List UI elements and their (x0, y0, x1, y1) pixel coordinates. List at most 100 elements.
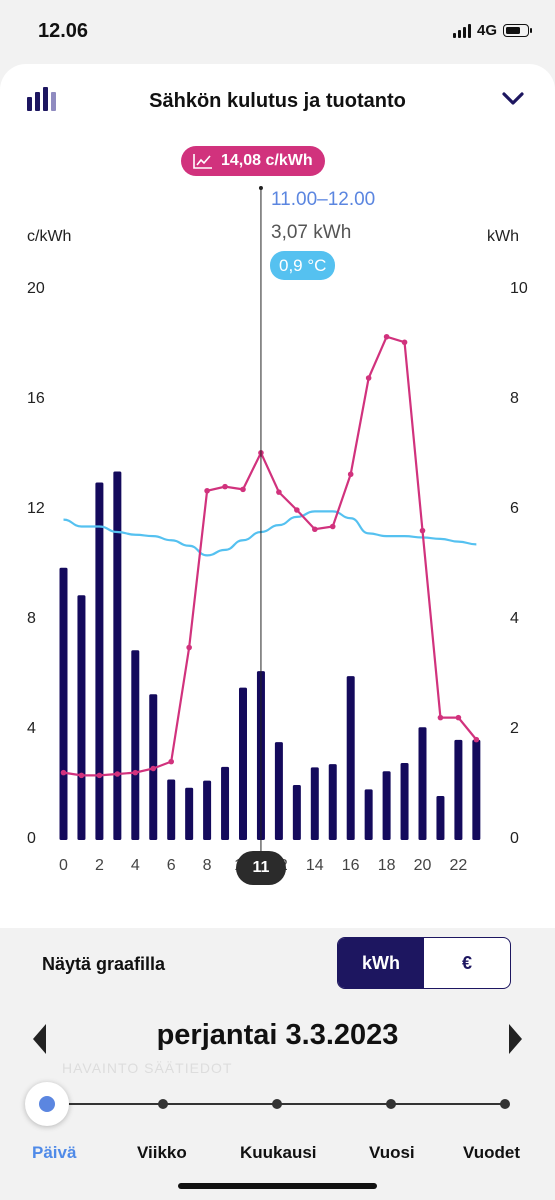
trend-icon (193, 154, 212, 169)
left-axis-tick: 0 (27, 830, 36, 847)
consumption-bar (167, 779, 176, 840)
consumption-bar (131, 650, 140, 840)
left-axis-tick: 12 (27, 500, 45, 517)
price-point (132, 769, 139, 776)
x-axis-tick: 8 (202, 857, 212, 874)
price-point (222, 483, 228, 490)
x-axis-tick: 4 (130, 857, 140, 874)
price-point (473, 736, 480, 743)
consumption-bar (239, 687, 247, 840)
bar-chart-icon[interactable] (27, 87, 56, 111)
consumption-bar (454, 739, 463, 840)
consumption-bar (346, 676, 355, 840)
temperature-line (63, 510, 477, 557)
price-point (168, 758, 174, 765)
right-axis-tick: 0 (510, 830, 519, 847)
price-point (78, 772, 85, 779)
slider-stop[interactable] (272, 1099, 282, 1109)
toggle-eur-button[interactable]: € (461, 952, 472, 973)
x-axis-tick: 22 (449, 857, 468, 874)
left-axis-tick: 16 (27, 390, 45, 407)
consumption-bar (436, 796, 445, 840)
period-day[interactable]: Päivä (32, 1143, 77, 1162)
price-point (204, 487, 210, 494)
right-axis-tick: 2 (510, 720, 519, 737)
price-point (294, 507, 300, 513)
consumption-bar (382, 771, 391, 840)
price-point (276, 489, 282, 495)
tooltip-time: 11.00–12.00 (271, 189, 376, 210)
slider-stop[interactable] (500, 1099, 510, 1109)
right-axis-tick: 10 (510, 280, 528, 297)
x-axis-tick: 20 (413, 857, 432, 874)
signal-icon (452, 23, 471, 38)
right-axis-label: kWh (487, 228, 519, 245)
price-point (60, 769, 67, 776)
status-time: 12.06 (38, 20, 89, 42)
price-point (312, 526, 318, 533)
status-indicators: 4G (452, 22, 532, 39)
price-point (347, 471, 354, 478)
temperature-badge: 0,9 °C (270, 251, 336, 280)
home-indicator[interactable] (178, 1183, 377, 1189)
date-label: perjantai 3.3.2023 (156, 1019, 399, 1051)
period-year[interactable]: Vuosi (369, 1143, 415, 1162)
consumption-bar (185, 787, 194, 840)
consumption-bar (59, 567, 68, 840)
period-month[interactable]: Kuukausi (240, 1143, 317, 1162)
price-point (329, 523, 336, 530)
price-point (455, 714, 462, 721)
consumption-bar (328, 764, 337, 840)
tooltip-consumption: 3,07 kWh (271, 222, 352, 243)
page-title: Sähkön kulutus ja tuotanto (149, 90, 406, 112)
price-point (401, 339, 408, 346)
consumption-bar (292, 785, 301, 840)
consumption-bar (472, 739, 481, 840)
x-axis-tick: 0 (59, 857, 68, 874)
price-point (419, 527, 426, 534)
unit-toggle[interactable]: kWh € (337, 937, 511, 989)
left-axis-tick: 8 (27, 610, 36, 627)
toggle-kwh-button[interactable]: kWh (338, 938, 424, 988)
price-point (114, 771, 121, 777)
price-point (383, 333, 390, 340)
selection-cursor-top (258, 186, 263, 190)
x-axis-tick: 16 (341, 857, 360, 874)
consumption-bar (221, 766, 230, 840)
previous-date-icon[interactable] (30, 1022, 50, 1056)
show-graph-label: Näytä graafilla (42, 954, 166, 974)
price-point (186, 644, 192, 651)
consumption-bar (113, 471, 122, 840)
chevron-down-icon[interactable] (501, 91, 525, 107)
price-line (63, 335, 478, 777)
network-type: 4G (476, 22, 497, 39)
selected-hour-badge[interactable]: 11 (236, 851, 286, 885)
consumption-chart[interactable] (0, 0, 555, 928)
slider-stop[interactable] (158, 1099, 168, 1109)
consumption-bar (203, 780, 212, 840)
consumption-bar (77, 595, 86, 840)
price-value: 14,08 c/kWh (221, 152, 313, 169)
left-axis-tick: 4 (27, 720, 36, 737)
consumption-bar (418, 727, 427, 840)
period-week[interactable]: Viikko (137, 1143, 187, 1162)
next-date-icon[interactable] (505, 1022, 525, 1056)
price-point (240, 486, 246, 493)
consumption-bar (95, 482, 104, 840)
left-axis-tick: 20 (27, 280, 45, 297)
x-axis-tick: 18 (377, 857, 396, 874)
price-point (96, 772, 103, 779)
faded-section-label: HAVAINTO SÄÄTIEDOT (62, 1060, 233, 1076)
status-bar: 12.06 4G (0, 0, 555, 62)
period-years[interactable]: Vuodet (463, 1143, 520, 1162)
consumption-bar (310, 767, 319, 840)
x-axis-tick: 2 (94, 857, 104, 874)
x-axis-tick: 6 (166, 857, 176, 874)
slider-stop[interactable] (386, 1099, 396, 1109)
period-slider-knob[interactable] (25, 1082, 69, 1126)
right-axis-tick: 4 (510, 610, 519, 627)
right-axis-tick: 6 (510, 500, 519, 517)
consumption-bar (274, 742, 283, 840)
price-point (365, 375, 372, 381)
consumption-bar (364, 789, 373, 840)
